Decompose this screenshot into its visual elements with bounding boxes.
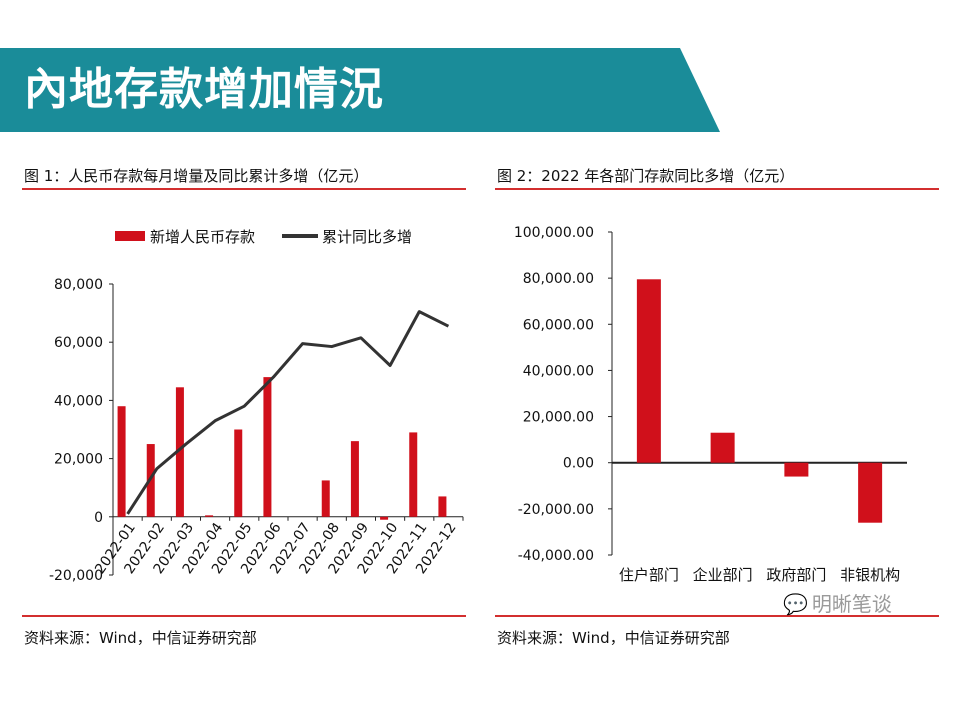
bar-政府部门 [784,462,809,477]
bar-企业部门 [710,432,735,463]
figure1-source: 资料来源：Wind，中信证券研究部 [24,629,257,647]
page-title: 內地存款增加情況 [24,64,384,115]
y-tick-label: -40,000.00 [518,548,594,564]
legend-swatch-bar [115,231,145,241]
figure2-source: 资料来源：Wind，中信证券研究部 [497,629,730,647]
x-tick-label: 住户部门 [619,566,679,584]
y-tick-label: -20,000.00 [518,502,594,518]
bar-2022-05 [234,429,243,517]
bar-2022-11 [409,432,418,517]
y-tick-label: 100,000.00 [514,225,594,241]
x-tick-label: 非银机构 [840,566,900,584]
title-banner [0,48,720,132]
watermark: 💬 明晰笔谈 [783,588,892,617]
legend-label-bar: 新增人民币存款 [150,228,255,246]
y-tick-label: 20,000.00 [523,410,594,426]
x-tick-label: 政府部门 [766,566,826,584]
bar-2022-10 [380,516,389,520]
bar-2022-03 [175,387,184,517]
chart-1: 新增人民币存款 累计同比多增 -20,000 0 20,000 40,000 60,000 8… [49,228,464,584]
y-tick-label: 60,000.00 [523,317,594,333]
x-tick-label: 企业部门 [693,566,753,584]
figure2-caption: 图 2：2022 年各部门存款同比多增（亿元） [497,167,795,185]
chart-2: -40,000.00 -20,000.00 0.00 20,000.00 40,000.… [514,225,907,584]
figure2-top-rule [495,188,939,190]
y-tick-label: 20,000 [54,452,103,468]
bar-2022-12 [438,496,447,517]
figure1-top-rule [22,188,466,190]
bar-2022-04 [205,515,214,517]
y-tick-label: 60,000 [54,335,103,351]
bar-2022-06 [263,377,272,517]
bar-2022-09 [350,441,359,517]
bar-非银机构 [858,462,883,523]
y-tick-label: 0.00 [563,456,594,472]
bar-2022-08 [321,480,330,517]
line-series-cumulative [126,310,450,515]
wechat-icon: 💬 [783,592,808,616]
watermark-text: 明晰笔谈 [811,592,892,616]
y-tick-label: 40,000.00 [523,363,594,379]
y-tick-label: 40,000 [54,393,103,409]
bar-住户部门 [636,279,661,463]
figure1-bottom-rule [22,615,466,617]
y-tick-label: -20,000 [49,568,103,584]
y-tick-label: 0 [94,510,103,526]
y-tick-label: 80,000 [54,277,103,293]
legend-label-line: 累计同比多增 [322,228,412,246]
figure1-caption: 图 1：人民币存款每月增量及同比累计多增（亿元） [24,167,369,185]
y-tick-label: 80,000.00 [523,271,594,287]
figure2-bottom-rule [495,615,939,617]
bar-2022-01 [117,406,126,517]
